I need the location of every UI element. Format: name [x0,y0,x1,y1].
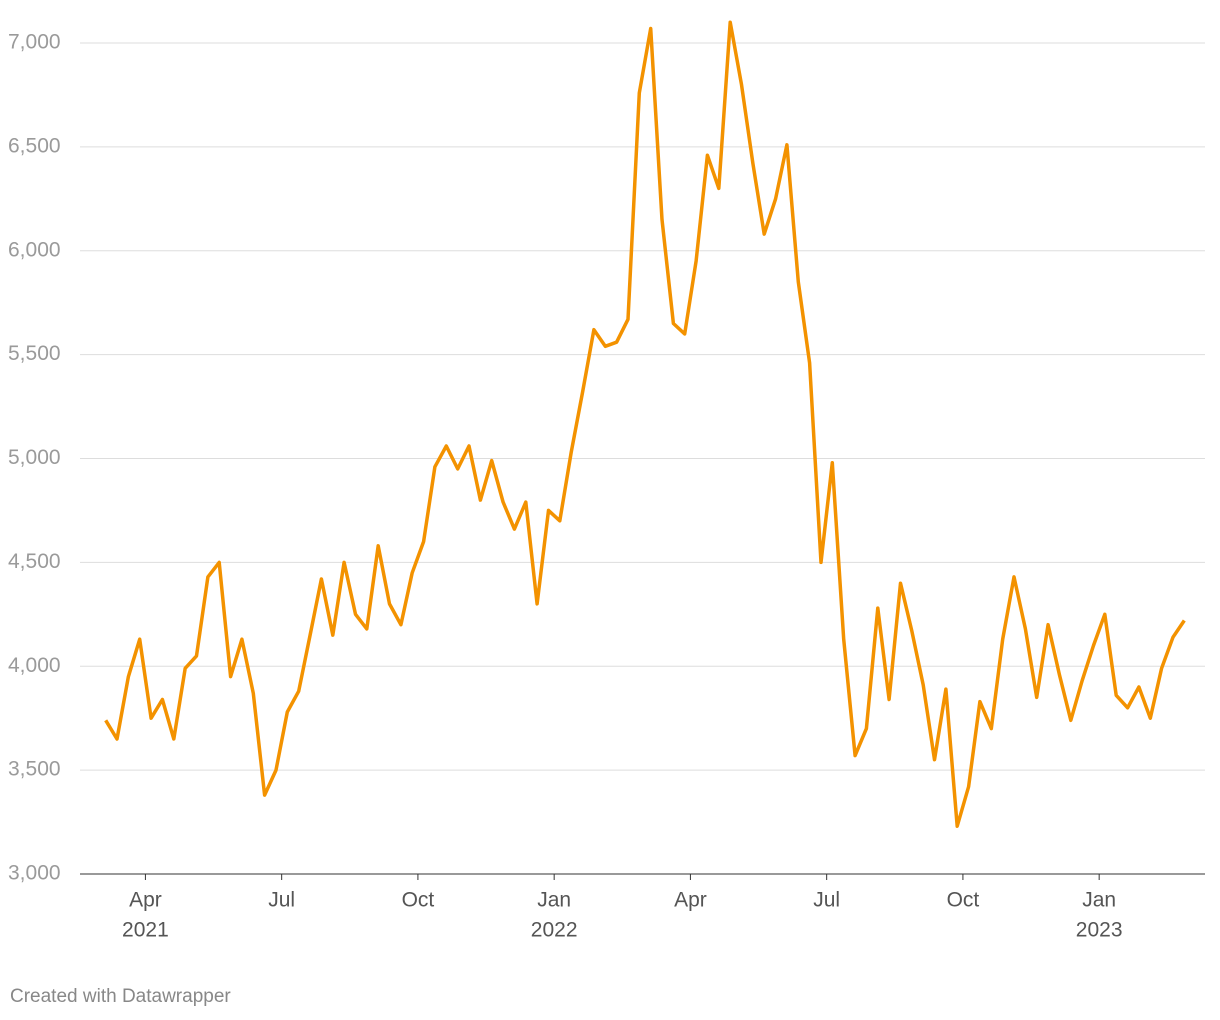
x-tick-year: 2023 [1076,919,1123,942]
y-tick-label: 7,000 [8,31,61,54]
y-tick-label: 4,000 [8,654,61,677]
x-tick-label: Jul [268,889,295,912]
y-tick-label: 3,500 [8,758,61,781]
y-tick-label: 3,000 [8,862,61,885]
x-tick-label: Jul [813,889,840,912]
x-tick-label: Oct [947,889,980,912]
x-tick-label: Jan [537,889,571,912]
y-tick-label: 6,000 [8,238,61,261]
x-tick-year: 2021 [122,919,169,942]
y-tick-label: 5,500 [8,342,61,365]
x-tick-label: Jan [1082,889,1116,912]
y-tick-label: 4,500 [8,550,61,573]
x-tick-label: Apr [674,889,707,912]
y-tick-label: 5,000 [8,446,61,469]
credit: Created with Datawrapper [10,986,231,1007]
line [104,20,1186,828]
x-tick-label: Oct [402,889,435,912]
x-tick-label: Apr [129,889,162,912]
x-tick-year: 2022 [531,919,578,942]
y-tick-label: 6,500 [8,134,61,157]
